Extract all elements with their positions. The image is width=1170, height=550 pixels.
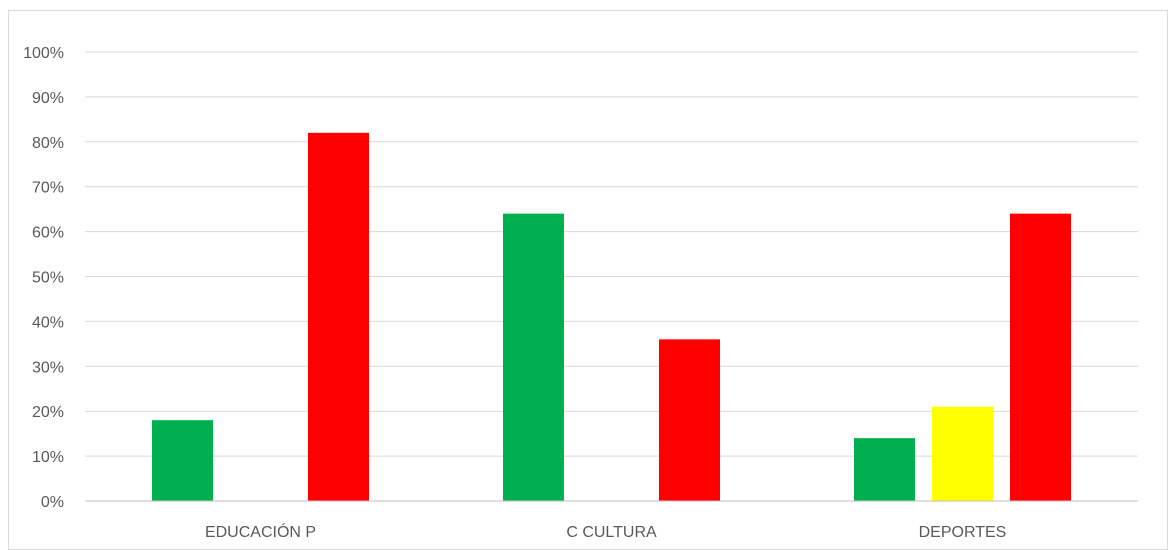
bar-series1-2 [503,213,564,501]
y-axis-ticks: 0% 10% 20% 30% 40% 50% 60% 70% 80% 90% 100% [23,45,64,511]
bars [152,132,1071,501]
bar-series3-1 [308,132,369,501]
x-category-label: C CULTURA [566,524,657,541]
bar-series1-1 [152,420,213,501]
y-tick-label: 80% [32,135,64,152]
y-tick-label: 10% [32,449,64,466]
bar-series1-3 [854,438,915,501]
bar-series3-3 [1010,213,1071,501]
x-category-label: EDUCACIÓN P [205,522,316,541]
y-tick-label: 30% [32,359,64,376]
bar-series2-3 [932,406,993,501]
bar-series3-2 [659,339,720,501]
y-tick-label: 70% [32,180,64,197]
gridlines [85,51,1138,457]
y-tick-label: 50% [32,270,64,287]
y-tick-label: 0% [41,494,64,511]
y-tick-label: 20% [32,404,64,421]
y-tick-label: 100% [23,45,64,62]
x-axis-categories: EDUCACIÓN P C CULTURA DEPORTES [205,522,1006,541]
y-tick-label: 40% [32,314,64,331]
x-category-label: DEPORTES [919,524,1007,541]
y-tick-label: 60% [32,225,64,242]
y-tick-label: 90% [32,90,64,107]
